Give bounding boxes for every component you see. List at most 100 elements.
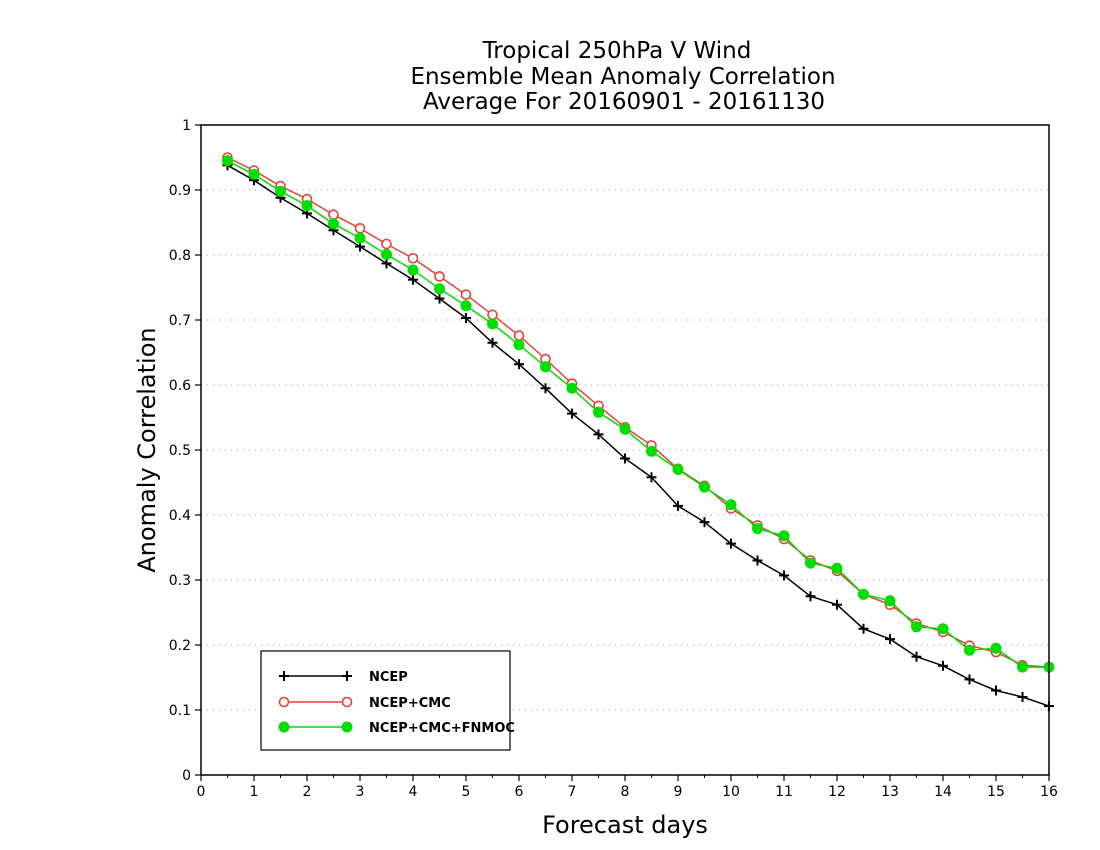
data-point	[778, 530, 790, 542]
data-point	[222, 155, 233, 167]
data-point	[673, 500, 683, 511]
data-point	[725, 499, 737, 511]
legend-marker	[278, 721, 290, 733]
data-point	[991, 685, 1001, 696]
data-point	[381, 258, 392, 269]
legend-marker	[341, 721, 353, 733]
data-point	[752, 555, 763, 566]
data-point	[434, 283, 445, 295]
data-point	[938, 660, 948, 671]
data-point	[407, 264, 419, 276]
data-point	[911, 651, 922, 662]
legend-label: NCEP+CMC+FNMOC	[369, 721, 515, 736]
data-point	[407, 252, 419, 264]
x-tick-label: 11	[775, 784, 793, 800]
x-axis-label: Forecast days	[542, 811, 708, 839]
x-tick-label: 7	[568, 784, 577, 800]
legend-entry: NCEP+CMC+FNMOC	[278, 721, 515, 736]
data-point	[566, 382, 578, 394]
data-point	[460, 289, 472, 300]
data-point	[1017, 692, 1028, 702]
y-tick-label: 0.3	[169, 573, 191, 589]
data-point	[964, 644, 975, 656]
data-point	[487, 309, 498, 321]
data-point	[381, 248, 392, 260]
data-point	[487, 318, 498, 330]
data-point	[275, 185, 286, 197]
data-point	[726, 538, 736, 549]
legend-entry: NCEP	[279, 670, 408, 685]
y-tick-label: 0.5	[169, 443, 191, 459]
data-point	[514, 359, 524, 370]
data-point	[248, 168, 260, 180]
data-point	[779, 570, 789, 581]
data-point	[461, 313, 471, 324]
y-tick-label: 0.9	[169, 183, 191, 199]
axis-ticks: 00.10.20.30.40.50.60.70.80.910 1 2 3 4 5 6 7 8 9 1…	[169, 118, 1058, 800]
y-tick-label: 0.7	[169, 313, 191, 329]
x-tick-label: 9	[674, 784, 683, 800]
data-point	[328, 209, 339, 220]
legend-label: NCEP+CMC	[369, 696, 451, 711]
data-point	[460, 300, 472, 312]
data-point	[699, 517, 710, 528]
data-point	[646, 472, 657, 483]
x-tick-label: 0	[197, 784, 206, 800]
data-point	[699, 481, 710, 493]
data-point	[885, 634, 895, 645]
legend-box	[260, 650, 511, 751]
x-tick-label: 4	[409, 784, 418, 800]
data-point	[858, 623, 869, 634]
x-tick-label: 2	[303, 784, 312, 800]
data-point	[328, 218, 339, 230]
data-point	[832, 599, 842, 610]
y-tick-label: 1	[182, 118, 191, 134]
data-point	[646, 445, 657, 457]
x-tick-label: 16	[1040, 784, 1058, 800]
x-tick-label: 12	[828, 784, 846, 800]
data-point	[408, 274, 418, 285]
legend-marker	[342, 671, 352, 681]
chart-title-line-3: Average For 20160901 - 20161130	[423, 89, 825, 115]
data-point	[593, 429, 604, 440]
legend-marker	[279, 671, 289, 681]
y-axis-label: Anomaly Correlation	[133, 327, 161, 572]
x-tick-label: 3	[356, 784, 365, 800]
series-line	[227, 164, 1050, 707]
legend-marker	[278, 696, 290, 708]
grid	[201, 189, 1049, 711]
data-point	[487, 337, 498, 348]
x-tick-label: 13	[881, 784, 899, 800]
data-point	[805, 557, 816, 569]
legend-marker	[341, 696, 353, 708]
x-tick-label: 8	[621, 784, 630, 800]
y-tick-label: 0.8	[169, 248, 191, 264]
x-tick-label: 5	[462, 784, 471, 800]
y-tick-label: 0.1	[169, 703, 191, 719]
data-point	[858, 588, 869, 600]
series-line	[227, 160, 1049, 668]
x-tick-label: 10	[722, 784, 740, 800]
legend: NCEP NCEP+CMC NCEP+CMC+FNMOC	[260, 650, 515, 751]
data-point	[672, 464, 684, 475]
data-point	[620, 453, 630, 464]
data-point	[990, 642, 1002, 654]
data-point	[619, 423, 631, 435]
data-point	[752, 523, 763, 535]
y-tick-label: 0.6	[169, 378, 191, 394]
data-point	[1017, 661, 1028, 673]
x-tick-label: 14	[934, 784, 952, 800]
data-point	[937, 623, 949, 635]
y-tick-label: 0	[182, 768, 191, 784]
plot-frame	[200, 124, 1050, 776]
y-tick-label: 0.2	[169, 638, 191, 654]
data-point	[964, 674, 975, 685]
data-point	[805, 591, 816, 602]
data-point	[911, 621, 922, 633]
data-point	[593, 406, 604, 418]
chart-title-line-2: Ensemble Mean Anomaly Correlation	[410, 64, 835, 90]
data-point	[434, 293, 445, 304]
x-tick-label: 6	[515, 784, 524, 800]
data-point	[540, 361, 551, 373]
